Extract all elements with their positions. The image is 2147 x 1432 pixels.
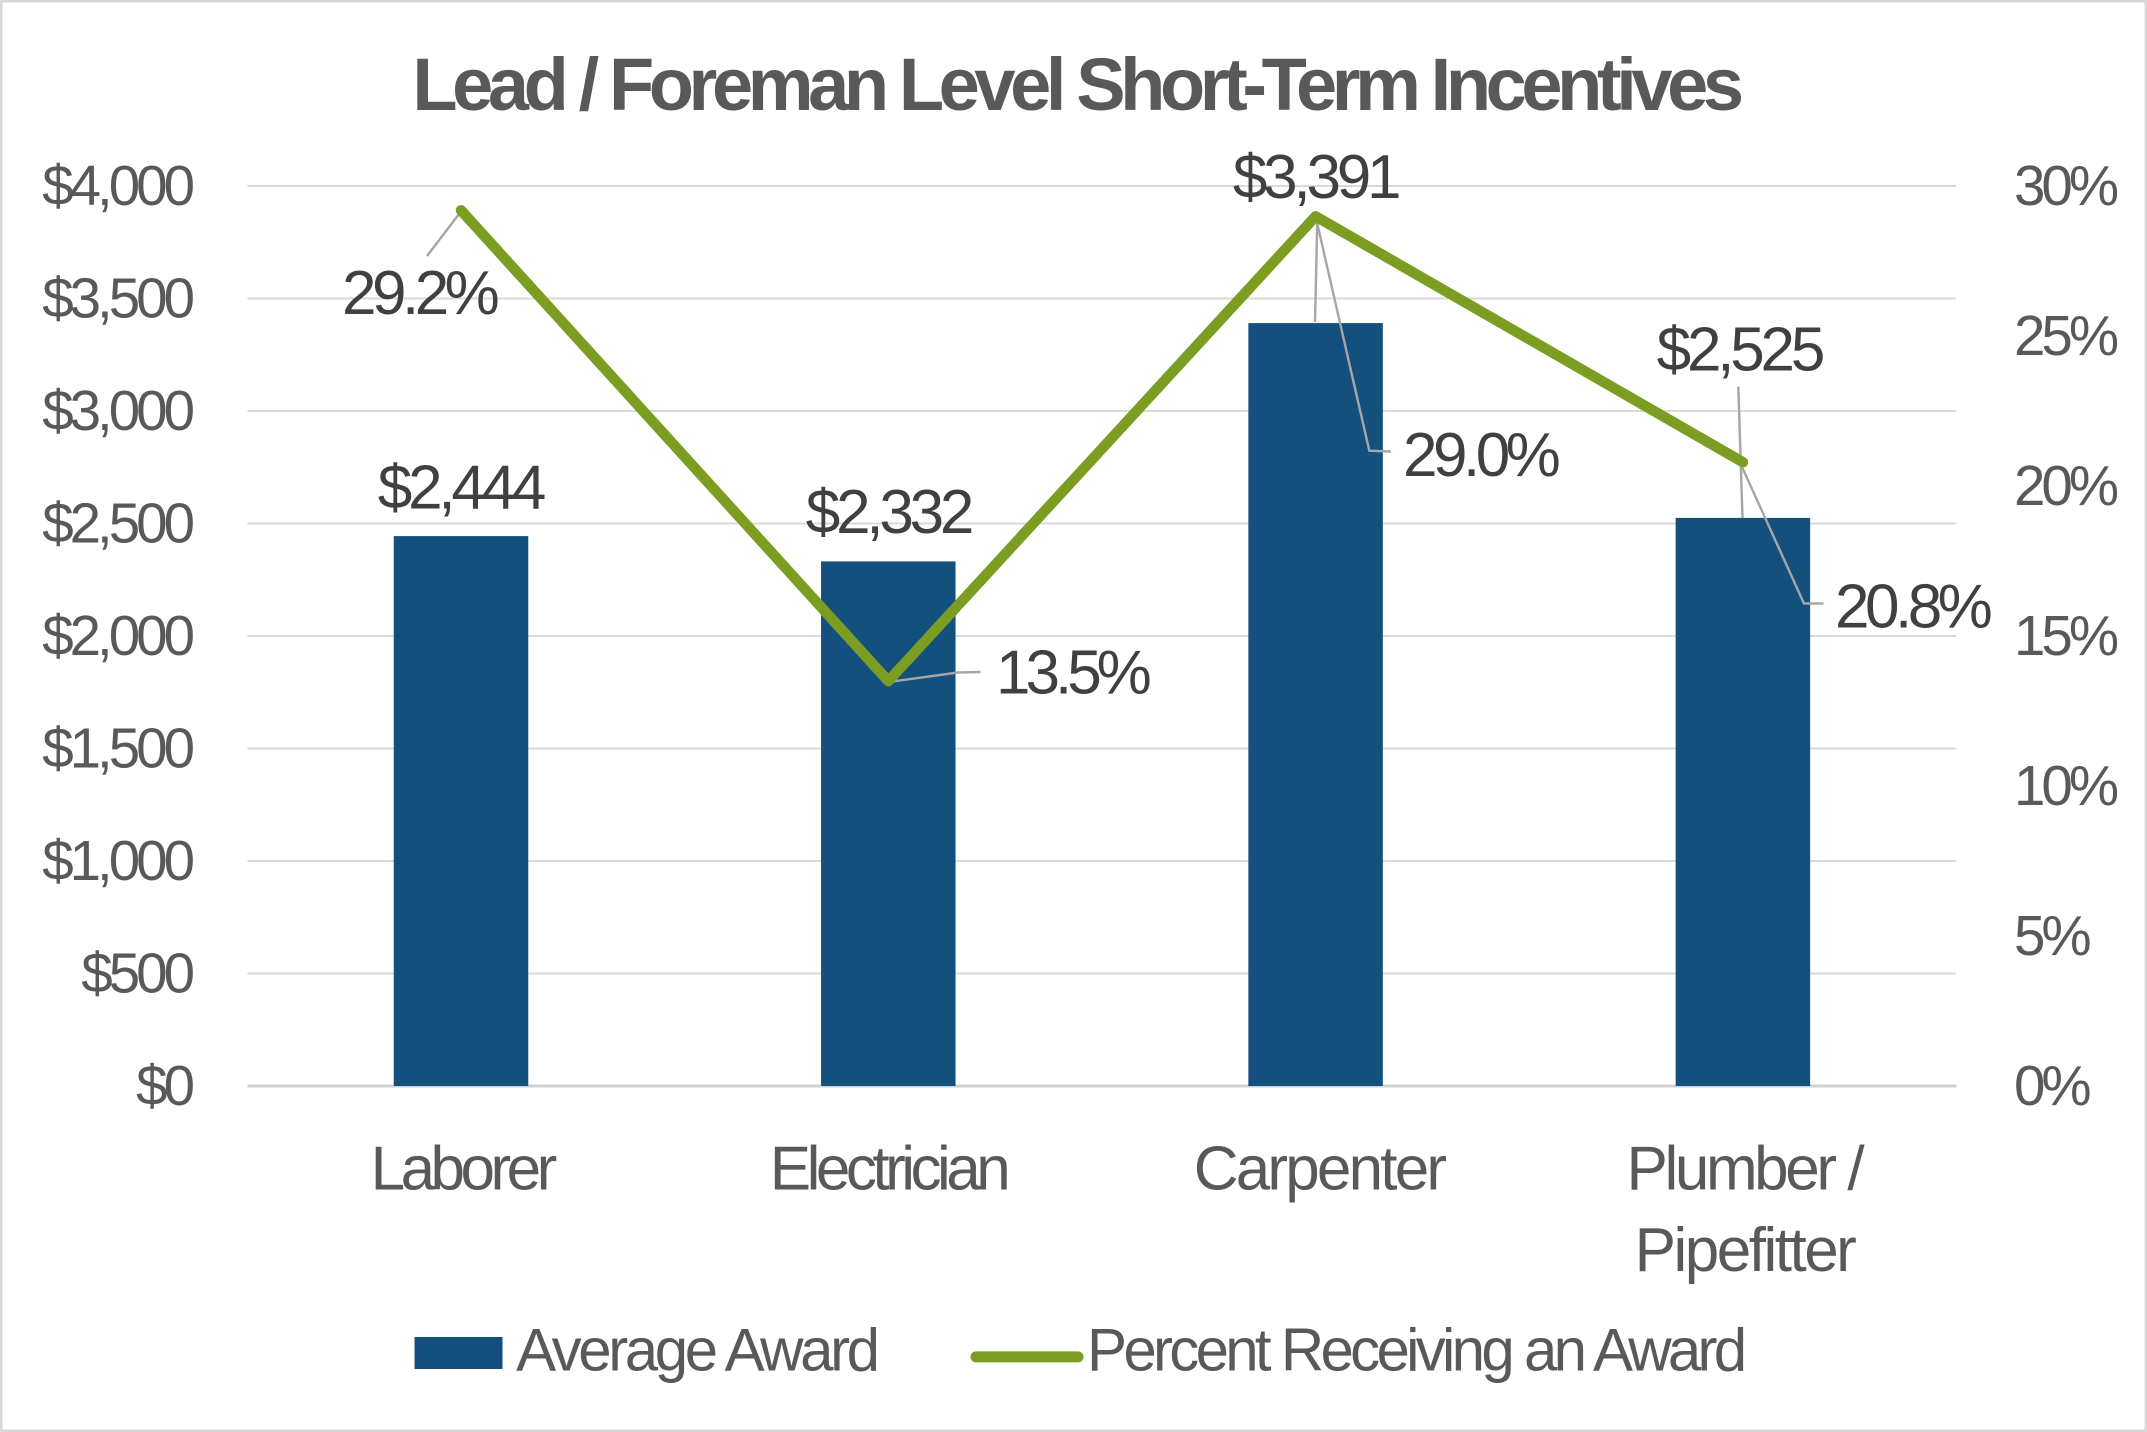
svg-text:20.8%: 20.8% [1835,573,1991,642]
svg-text:Lead / Foreman Level Short-Ter: Lead / Foreman Level Short-Term Incentiv… [412,43,1742,126]
svg-text:13.5%: 13.5% [996,639,1150,708]
svg-text:10%: 10% [2014,754,2118,817]
svg-text:Electrician: Electrician [770,1135,1008,1204]
svg-text:15%: 15% [2014,604,2118,667]
svg-text:$3,000: $3,000 [42,379,193,442]
svg-text:Percent Receiving an Award: Percent Receiving an Award [1087,1317,1744,1384]
svg-text:5%: 5% [2014,904,2090,967]
svg-text:$2,000: $2,000 [42,604,193,667]
svg-text:29.2%: 29.2% [342,259,498,328]
svg-text:$0: $0 [136,1054,193,1117]
svg-text:Carpenter: Carpenter [1194,1135,1447,1204]
svg-text:Pipefitter: Pipefitter [1635,1216,1857,1285]
svg-text:25%: 25% [2014,304,2118,367]
svg-text:$2,500: $2,500 [42,492,193,555]
svg-text:20%: 20% [2014,454,2118,517]
svg-text:$3,391: $3,391 [1233,143,1399,212]
svg-text:$500: $500 [81,942,193,1005]
svg-text:30%: 30% [2014,154,2118,217]
svg-text:Average Award: Average Award [516,1317,877,1384]
svg-text:$4,000: $4,000 [42,154,193,217]
svg-text:$2,525: $2,525 [1657,316,1823,385]
svg-text:$1,500: $1,500 [42,717,193,780]
svg-text:$2,444: $2,444 [378,454,545,523]
svg-text:$2,332: $2,332 [806,478,972,547]
svg-text:Plumber /: Plumber / [1627,1135,1866,1204]
svg-text:0%: 0% [2014,1054,2090,1117]
svg-text:Laborer: Laborer [371,1135,557,1204]
svg-text:$3,500: $3,500 [42,267,193,330]
svg-text:29.0%: 29.0% [1403,421,1559,490]
svg-text:$1,000: $1,000 [42,829,193,892]
